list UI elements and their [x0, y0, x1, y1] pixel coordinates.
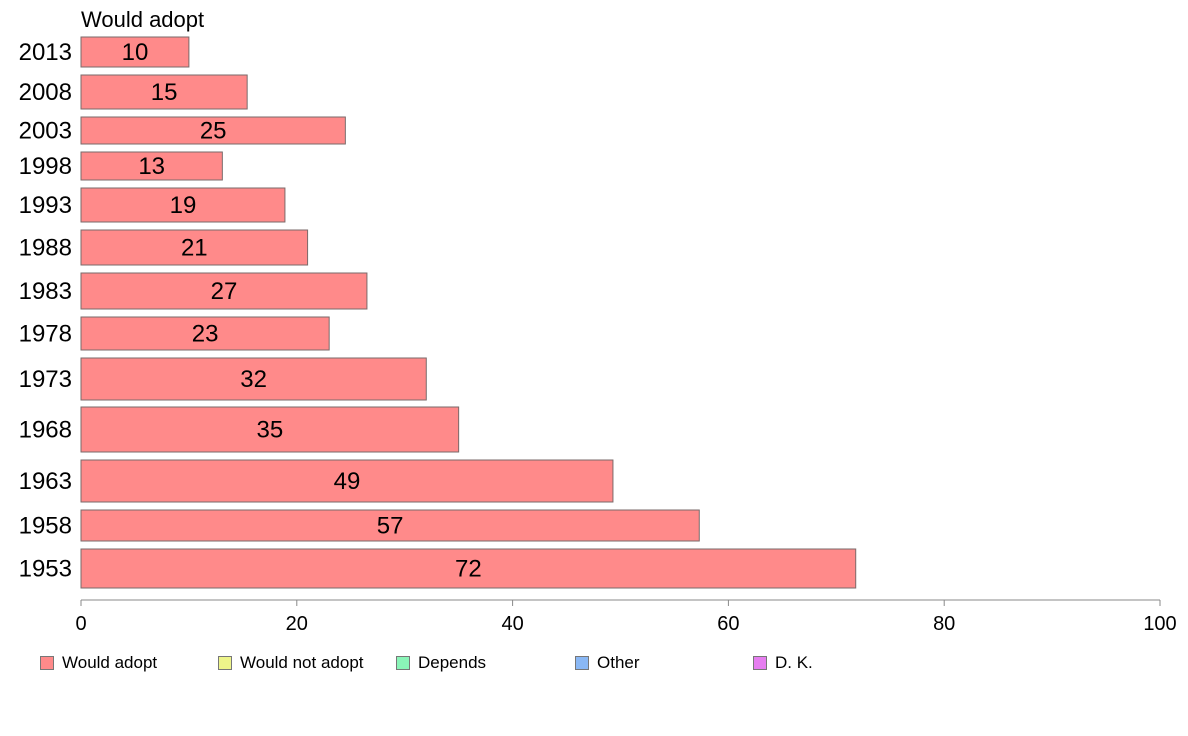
bar-value-label: 23: [192, 321, 219, 348]
category-label: 1958: [19, 513, 72, 540]
category-label: 1968: [19, 417, 72, 444]
bar-value-label: 32: [240, 366, 267, 393]
x-tick-label: 20: [286, 613, 308, 635]
bar-value-label: 25: [200, 118, 227, 145]
legend-item-depends: Depends: [396, 653, 486, 673]
legend-label: Would adopt: [62, 653, 158, 672]
bar: [80, 357, 427, 401]
bar: [80, 36, 190, 68]
bar: [80, 548, 857, 589]
category-label: 1983: [19, 278, 72, 305]
category-label: 1998: [19, 153, 72, 180]
legend-swatch: [575, 656, 589, 670]
legend-item-would-not-adopt: Would not adopt: [218, 653, 364, 673]
category-label: 1978: [19, 321, 72, 348]
bar-value-label: 35: [256, 417, 283, 444]
bar: [80, 509, 700, 542]
category-label: 2003: [19, 118, 72, 145]
legend-item-would-adopt: Would adopt: [40, 653, 157, 673]
category-label: 2013: [19, 39, 72, 66]
bar-value-label: 15: [151, 79, 178, 106]
x-axis: 0 20 40 60 80 100: [75, 599, 1177, 635]
bar: [80, 406, 460, 453]
legend-swatch: [218, 656, 232, 670]
category-label: 1963: [19, 468, 72, 495]
bar: [80, 272, 368, 310]
bar: [80, 74, 248, 110]
x-tick-label: 60: [717, 613, 739, 635]
bars-group: 2013 10 2008 15 2003 25 1998 13 1993 19 1988 21 1983…: [19, 36, 857, 589]
bar: [80, 459, 614, 503]
bar-value-label: 57: [377, 513, 404, 540]
series-title: Would adopt: [81, 7, 204, 32]
bar-value-label: 10: [122, 39, 149, 66]
legend-label: Other: [597, 653, 640, 672]
bar: [80, 151, 223, 181]
bar-value-label: 72: [455, 556, 482, 583]
legend-label: D. K.: [775, 653, 813, 672]
x-tick-label: 40: [501, 613, 523, 635]
x-tick-label: 80: [933, 613, 955, 635]
legend-label: Depends: [418, 653, 487, 672]
category-label: 1988: [19, 235, 72, 262]
legend-item-dk: D. K.: [753, 653, 813, 673]
bar: [80, 316, 330, 351]
bar-value-label: 27: [211, 278, 238, 305]
legend-swatch: [753, 656, 767, 670]
legend-label: Would not adopt: [240, 653, 364, 672]
legend-swatch: [396, 656, 410, 670]
category-label: 1953: [19, 556, 72, 583]
x-tick-label: 0: [75, 613, 86, 635]
category-label: 1993: [19, 192, 72, 219]
bar: [80, 187, 286, 223]
bar-value-label: 49: [334, 468, 361, 495]
bar-value-label: 19: [170, 192, 197, 219]
legend: Would adopt Would not adopt Depends Othe…: [40, 653, 1140, 673]
bar: [80, 229, 309, 266]
category-label: 1973: [19, 366, 72, 393]
legend-item-other: Other: [575, 653, 640, 673]
x-tick-label: 100: [1143, 613, 1176, 635]
legend-swatch: [40, 656, 54, 670]
bar-value-label: 21: [181, 235, 208, 262]
bar-value-label: 13: [138, 153, 165, 180]
category-label: 2008: [19, 79, 72, 106]
bar: [80, 116, 346, 145]
